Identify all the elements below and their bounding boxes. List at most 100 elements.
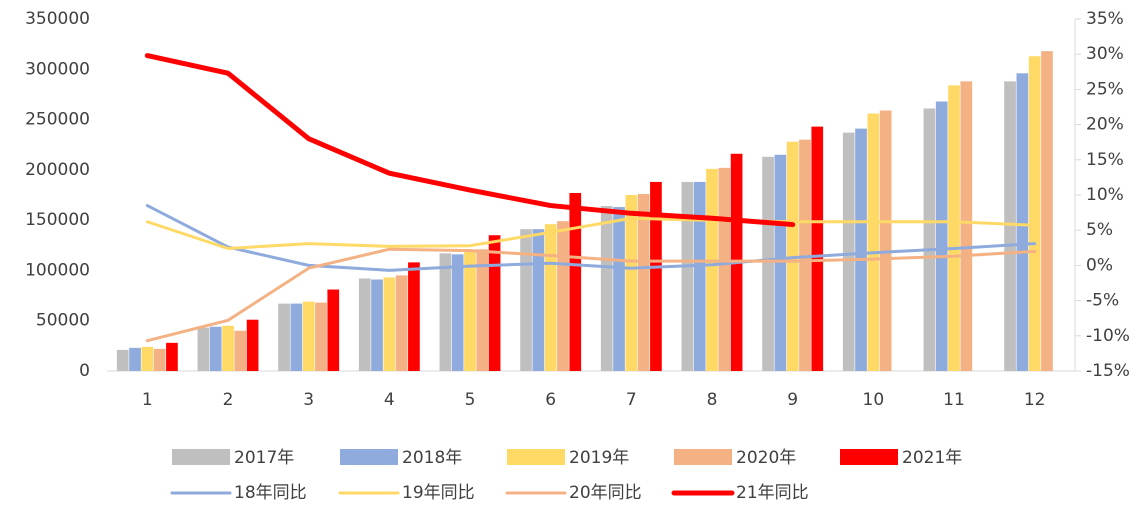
bar — [569, 192, 582, 371]
x-tick-label: 9 — [787, 390, 798, 410]
bar — [395, 275, 408, 371]
bar — [408, 262, 420, 371]
bar — [625, 195, 638, 371]
bar — [371, 279, 383, 371]
bar — [600, 206, 613, 371]
bar — [315, 302, 327, 371]
x-tick-label: 7 — [626, 390, 637, 410]
bar — [451, 254, 464, 371]
y2-tick-label: -15% — [1086, 361, 1130, 381]
y2-tick-label: 25% — [1086, 79, 1124, 99]
bar — [116, 349, 129, 371]
y2-tick-label: 0% — [1086, 255, 1113, 275]
x-tick-label: 8 — [707, 390, 718, 410]
bar — [842, 132, 855, 371]
x-tick-label: 12 — [1024, 390, 1046, 410]
x-tick-label: 6 — [545, 390, 556, 410]
bar — [693, 181, 706, 371]
line — [145, 216, 1037, 251]
bar — [923, 108, 936, 371]
y-tick-label: 350000 — [25, 9, 90, 29]
bar — [637, 193, 650, 371]
y-tick-label: 250000 — [25, 110, 90, 130]
bar — [209, 326, 222, 371]
bar — [855, 128, 867, 371]
y-tick-label: 200000 — [25, 160, 90, 180]
bar — [867, 113, 880, 371]
line — [145, 247, 1037, 343]
bar — [706, 168, 718, 371]
line — [145, 204, 1037, 272]
legend-label: 2018年 — [402, 448, 462, 468]
bar — [935, 101, 948, 372]
legend-label: 18年同比 — [234, 483, 307, 503]
bar — [799, 139, 811, 371]
legend-label: 2020年 — [736, 448, 796, 468]
bar — [613, 207, 625, 371]
x-tick-label: 5 — [465, 390, 476, 410]
y2-tick-label: 30% — [1086, 44, 1124, 64]
bar — [520, 229, 532, 371]
bar — [681, 181, 694, 371]
bar — [1016, 73, 1029, 372]
bar — [197, 327, 210, 371]
y2-tick-label: 35% — [1086, 9, 1124, 29]
x-tick-label: 1 — [142, 390, 153, 410]
x-tick-label: 10 — [863, 390, 885, 410]
bar — [811, 126, 824, 372]
bar — [774, 154, 787, 371]
bar — [960, 81, 973, 372]
legend-label: 2019年 — [569, 448, 629, 468]
bar — [1004, 81, 1016, 372]
bar — [532, 229, 545, 371]
bar — [166, 342, 178, 371]
bar — [153, 348, 166, 371]
bar — [439, 253, 452, 371]
bar — [1028, 56, 1041, 372]
bar — [327, 289, 340, 371]
bar — [557, 221, 569, 371]
bar — [246, 319, 259, 371]
bar — [544, 224, 557, 371]
bar — [488, 235, 501, 371]
y-tick-label: 150000 — [25, 210, 90, 230]
bar — [222, 325, 234, 371]
bar — [358, 278, 371, 371]
y-tick-label: 0 — [79, 361, 90, 381]
legend-swatch — [507, 449, 565, 465]
legend-swatch — [172, 449, 230, 465]
bar — [278, 303, 290, 371]
legend-label: 21年同比 — [736, 483, 809, 503]
bar — [383, 277, 396, 371]
y2-tick-label: 5% — [1086, 220, 1113, 240]
y-tick-label: 100000 — [25, 260, 90, 280]
y2-tick-label: 15% — [1086, 150, 1124, 170]
legend-label: 2017年 — [234, 448, 294, 468]
bar — [879, 110, 892, 372]
bar — [302, 301, 315, 371]
legend-swatch — [674, 449, 732, 465]
bar — [762, 156, 774, 371]
bar — [948, 85, 960, 372]
x-tick-label: 4 — [384, 390, 395, 410]
line — [144, 53, 796, 228]
legend-label: 20年同比 — [569, 483, 642, 503]
bar — [234, 330, 247, 371]
bar — [1041, 51, 1053, 371]
bar — [464, 251, 476, 371]
y2-tick-label: 20% — [1086, 115, 1124, 135]
x-tick-label: 2 — [223, 390, 234, 410]
x-tick-label: 11 — [943, 390, 965, 410]
y-tick-label: 300000 — [25, 59, 90, 79]
y2-tick-label: 10% — [1086, 185, 1124, 205]
y-tick-label: 50000 — [36, 311, 90, 331]
bar — [129, 347, 141, 371]
legend-swatch — [840, 449, 898, 465]
bar — [718, 167, 731, 371]
y2-tick-label: -5% — [1086, 291, 1119, 311]
bar — [141, 346, 154, 371]
legend-swatch — [340, 449, 398, 465]
y2-tick-label: -10% — [1086, 326, 1130, 346]
x-tick-label: 3 — [303, 390, 314, 410]
